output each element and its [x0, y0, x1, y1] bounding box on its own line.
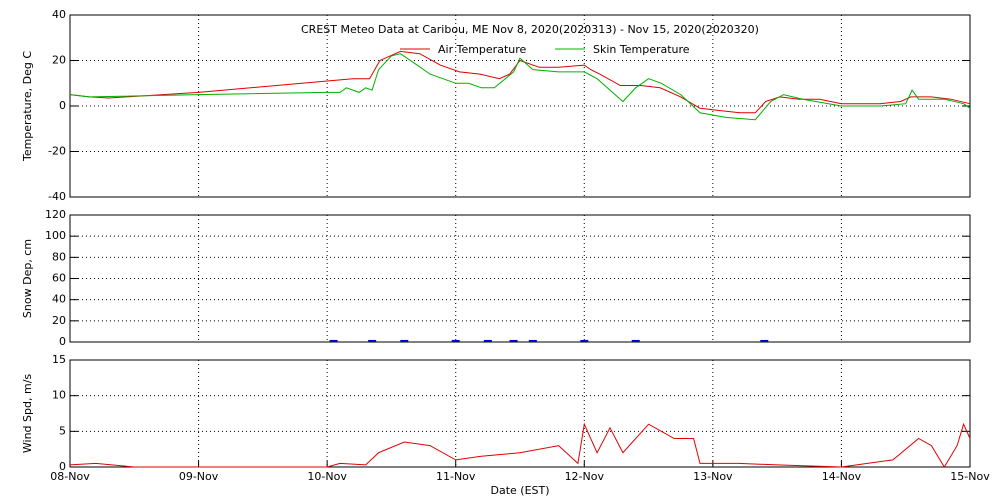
data-line	[69, 50, 971, 114]
legend-label: Skin Temperature	[593, 43, 690, 56]
data-line	[69, 422, 971, 468]
plot-frame	[69, 214, 971, 343]
y-axis-label: Snow Dep, cm	[21, 239, 34, 318]
y-tick-label: 20	[52, 314, 66, 327]
y-tick-label: 0	[59, 99, 66, 112]
x-tick-label: 09-Nov	[179, 470, 219, 483]
y-axis-label: Wind Spd, m/s	[21, 374, 34, 454]
chart-title: CREST Meteo Data at Caribou, ME Nov 8, 2…	[301, 23, 759, 36]
y-tick-label: 120	[45, 208, 66, 221]
data-line	[69, 53, 971, 121]
x-tick-label: 10-Nov	[307, 470, 347, 483]
x-tick-label: 14-Nov	[822, 470, 862, 483]
x-axis-label: Date (EST)	[490, 484, 549, 497]
y-tick-label: 0	[59, 335, 66, 348]
x-tick-label: 12-Nov	[565, 470, 605, 483]
y-axis-label: Temperature, Deg C	[21, 51, 34, 162]
x-tick-label: 15-Nov	[950, 470, 990, 483]
y-tick-label: 40	[52, 293, 66, 306]
y-tick-label: 10	[52, 389, 66, 402]
y-tick-label: 20	[52, 54, 66, 67]
y-tick-label: 60	[52, 272, 66, 285]
y-tick-label: 40	[52, 8, 66, 21]
plot-frame	[69, 14, 971, 198]
y-tick-label: 0	[59, 460, 66, 473]
x-tick-label: 13-Nov	[693, 470, 733, 483]
y-tick-label: 80	[52, 250, 66, 263]
y-tick-label: -40	[48, 190, 66, 203]
legend-label: Air Temperature	[438, 43, 527, 56]
y-tick-label: 5	[59, 424, 66, 437]
x-tick-label: 08-Nov	[50, 470, 90, 483]
x-tick-label: 11-Nov	[436, 470, 476, 483]
y-tick-label: 15	[52, 353, 66, 366]
y-tick-label: -20	[48, 145, 66, 158]
y-tick-label: 100	[45, 229, 66, 242]
plot-frame	[69, 359, 971, 468]
